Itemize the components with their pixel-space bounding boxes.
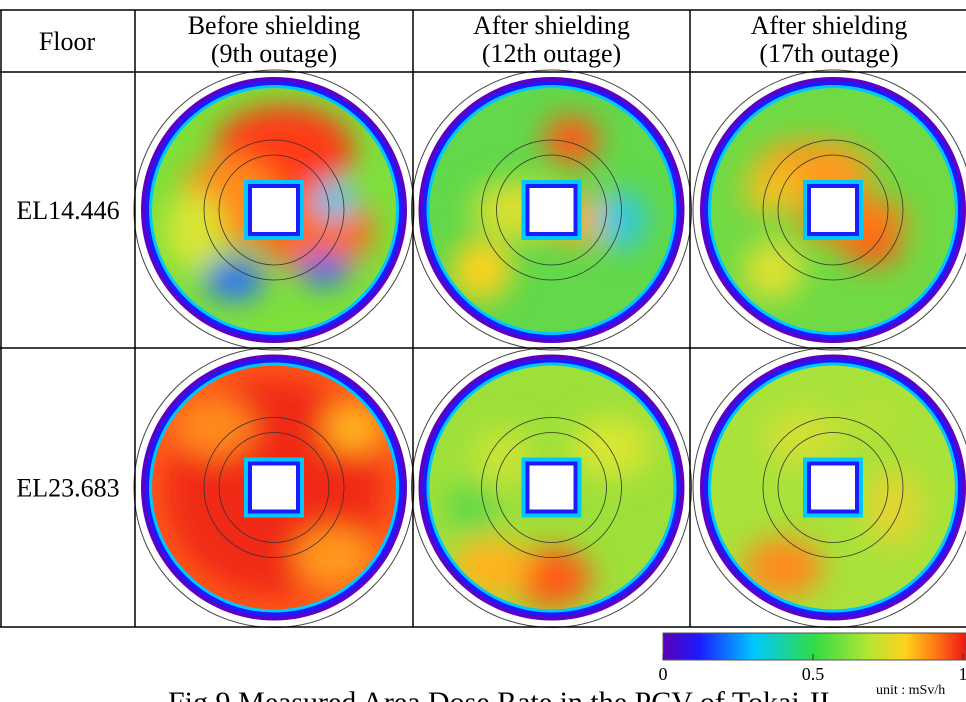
- pipe-ring: [762, 417, 904, 558]
- heat-spot: [843, 235, 903, 265]
- heat-spot: [743, 240, 803, 300]
- center-void: [529, 188, 574, 232]
- heat-spot: [511, 547, 592, 608]
- heat-spot: [294, 527, 374, 588]
- heat-spot: [451, 537, 532, 598]
- pipe-ring: [203, 139, 345, 281]
- heatmap: [692, 69, 966, 351]
- pipe-ring: [218, 154, 330, 266]
- heat-spot: [843, 397, 903, 438]
- pipe-ring: [777, 154, 889, 266]
- heatmaps: [133, 69, 966, 628]
- colorbar-tick-label: 0: [659, 664, 668, 684]
- pipe-ring: [481, 139, 622, 281]
- heat-spot: [314, 180, 354, 220]
- corner-header: Floor: [39, 27, 96, 56]
- heat-spot: [204, 260, 264, 300]
- colorbar-unit: unit : mSv/h: [876, 683, 945, 698]
- pcv-outline: [411, 69, 692, 351]
- heat-spot: [863, 467, 923, 548]
- pipe-ring: [777, 432, 889, 543]
- heatmap: [411, 69, 692, 351]
- pipe-ring: [496, 154, 607, 266]
- center-void: [252, 465, 296, 510]
- pipe-ring: [203, 417, 345, 558]
- pipe-ring: [496, 432, 607, 543]
- heat-spot: [543, 115, 600, 165]
- heat-spot: [164, 190, 224, 270]
- table-grid: [0, 9, 966, 628]
- heat-spot: [174, 397, 254, 458]
- column-header: (12th outage): [482, 39, 621, 68]
- heatmap: [411, 347, 692, 628]
- heatmap: [692, 347, 966, 628]
- center-void: [811, 465, 855, 510]
- pipe-ring: [481, 417, 622, 558]
- heat-spot: [451, 240, 512, 300]
- colorbar: [662, 632, 966, 661]
- heatmap: [133, 69, 415, 351]
- heat-spot: [743, 537, 823, 598]
- heatmap: [133, 347, 415, 628]
- colorbar-tick-label: 0.5: [802, 664, 825, 684]
- center-void: [811, 188, 855, 232]
- heat-field: [711, 365, 955, 610]
- column-header: After shielding: [751, 11, 908, 40]
- heat-spot: [446, 482, 497, 533]
- heat-spot: [471, 427, 532, 488]
- heat-spot: [299, 255, 349, 285]
- center-void: [252, 188, 296, 232]
- heat-spots: [446, 417, 652, 608]
- row-label: EL23.683: [16, 474, 119, 503]
- heat-spots: [743, 397, 923, 598]
- heat-spot: [596, 190, 647, 250]
- center-void: [529, 465, 574, 510]
- heat-spot: [763, 407, 843, 468]
- caption: Fig.9 Measured Area Dose Rate in the PCV…: [168, 686, 830, 702]
- colorbar-tick-label: 1: [959, 664, 966, 684]
- heat-spot: [743, 165, 803, 215]
- row-label: EL14.446: [16, 196, 119, 225]
- pipe-ring: [762, 139, 904, 281]
- pcv-outline: [133, 69, 415, 351]
- column-header: Before shielding: [188, 11, 361, 40]
- pcv-outline: [692, 69, 966, 351]
- pipe-ring: [218, 432, 330, 543]
- heat-spot: [324, 402, 384, 453]
- heat-spot: [571, 417, 652, 478]
- column-header: (17th outage): [759, 39, 898, 68]
- column-header: After shielding: [473, 11, 630, 40]
- column-header: (9th outage): [211, 39, 337, 68]
